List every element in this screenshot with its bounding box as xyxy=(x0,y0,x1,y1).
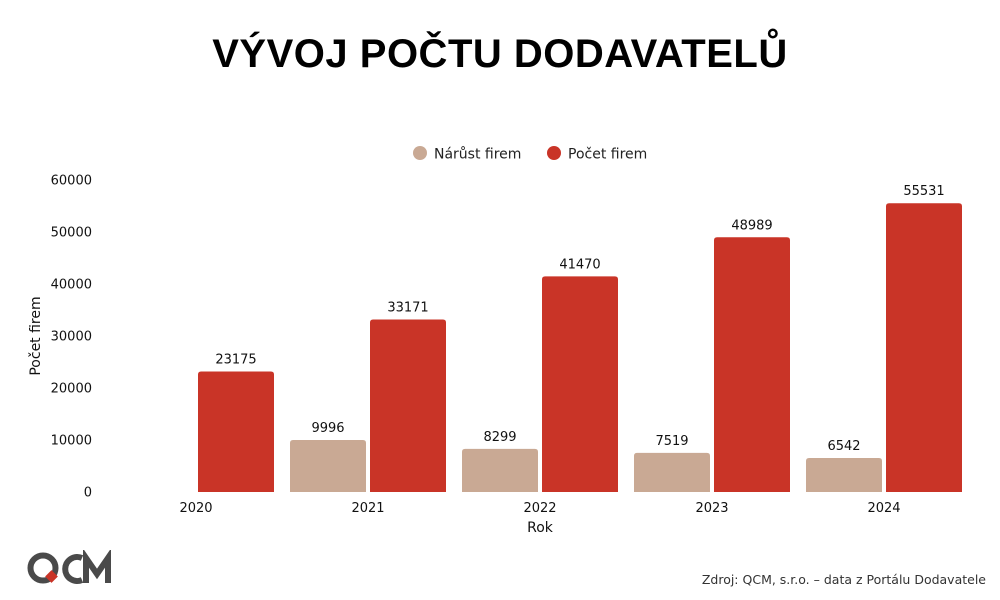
bar-growth xyxy=(290,440,366,492)
y-tick-label: 0 xyxy=(84,486,92,501)
data-label: 33171 xyxy=(387,301,428,316)
bar-count xyxy=(198,371,274,492)
bar-growth xyxy=(806,457,882,492)
bar-count xyxy=(370,319,446,492)
data-label: 41470 xyxy=(559,257,600,272)
x-tick-label: 2020 xyxy=(179,501,212,516)
x-tick-label: 2024 xyxy=(867,501,900,516)
y-tick-label: 20000 xyxy=(51,382,92,397)
y-axis-title: Počet firem xyxy=(28,296,44,375)
legend-marker xyxy=(547,146,561,160)
data-label: 23175 xyxy=(215,352,256,367)
bar-count xyxy=(714,237,790,492)
data-label: 6542 xyxy=(827,439,860,454)
bar-count xyxy=(542,276,618,492)
data-label: 8299 xyxy=(483,430,516,445)
qcm-logo xyxy=(27,550,111,584)
data-label: 7519 xyxy=(655,434,688,449)
x-tick-label: 2021 xyxy=(351,501,384,516)
chart-title: VÝVOJ POČTU DODAVATELŮ xyxy=(212,32,788,76)
data-label: 9996 xyxy=(311,421,344,436)
y-tick-label: 50000 xyxy=(51,226,92,241)
legend-label: Nárůst firem xyxy=(434,147,521,163)
source-note: Zdroj: QCM, s.r.o. – data z Portálu Doda… xyxy=(701,572,986,587)
qcm-logo-mark xyxy=(27,550,111,584)
x-tick-label: 2023 xyxy=(695,501,728,516)
bar-count xyxy=(886,203,962,492)
data-label: 48989 xyxy=(731,218,772,233)
bar-growth xyxy=(462,448,538,492)
y-tick-label: 10000 xyxy=(51,434,92,449)
y-tick-label: 60000 xyxy=(51,174,92,189)
y-tick-label: 40000 xyxy=(51,278,92,293)
legend-marker xyxy=(413,146,427,160)
x-axis-title: Rok xyxy=(527,520,554,536)
legend-label: Počet firem xyxy=(568,147,647,163)
data-label: 55531 xyxy=(903,184,944,199)
bar-growth xyxy=(634,452,710,492)
x-tick-label: 2022 xyxy=(523,501,556,516)
y-tick-label: 30000 xyxy=(51,330,92,345)
